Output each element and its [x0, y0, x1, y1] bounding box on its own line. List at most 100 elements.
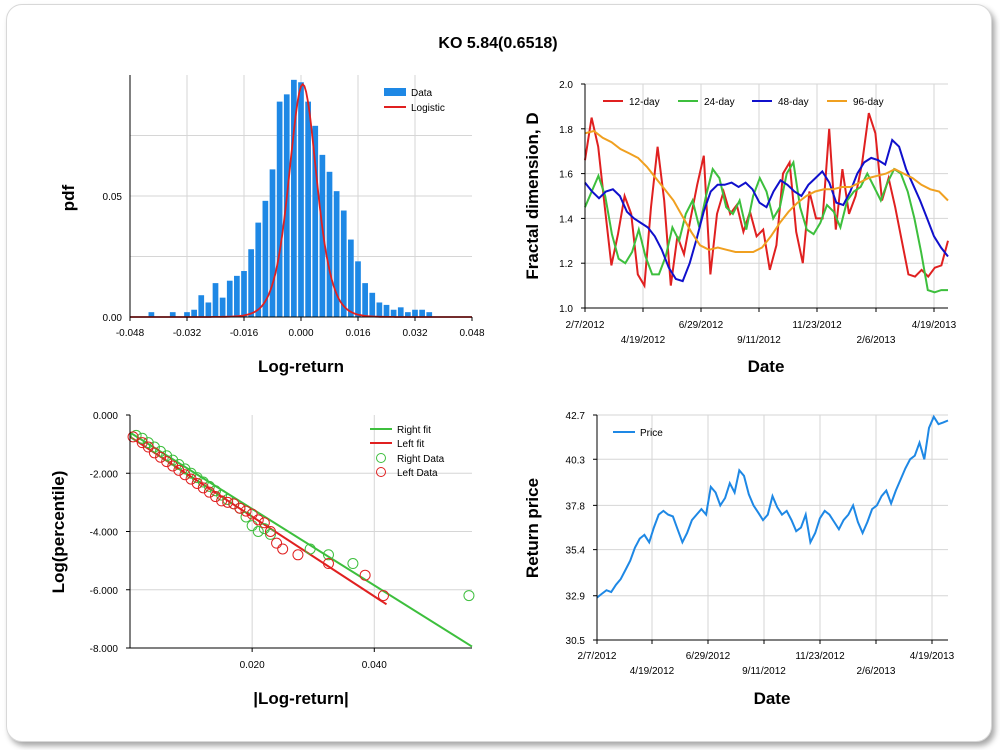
legend-swatch-data — [384, 88, 406, 96]
histogram-bar — [234, 275, 240, 317]
histogram-bar — [362, 283, 368, 317]
data-point — [228, 498, 240, 510]
x-axis-title: Log-return — [258, 357, 344, 376]
data-point — [179, 469, 191, 481]
legend-label: 96-day — [853, 97, 884, 108]
legend-swatch-Right Data — [376, 453, 386, 463]
y-tick-label: 1.2 — [559, 259, 573, 270]
x-tick-label: 0.016 — [345, 328, 370, 339]
data-point — [185, 473, 197, 485]
histogram-bar — [198, 295, 205, 317]
histogram-bar — [376, 302, 383, 317]
series-line-48-day — [584, 138, 949, 283]
y-axis-title: Log(percentile) — [49, 471, 68, 594]
data-point — [142, 441, 154, 453]
data-point — [142, 437, 154, 449]
histogram-bar — [219, 297, 226, 317]
series-line-24-day — [584, 159, 948, 294]
legend-label: Data — [411, 88, 433, 99]
chart-frame — [6, 4, 992, 742]
y-tick-label: 40.3 — [566, 455, 586, 466]
y-tick-label: 0.00 — [103, 313, 123, 324]
y-tick-label: 32.9 — [566, 592, 586, 603]
histogram-bar — [148, 312, 155, 317]
data-point — [240, 511, 252, 523]
histogram-bar — [419, 309, 425, 317]
data-point — [216, 495, 228, 507]
data-point — [173, 464, 185, 476]
histogram-bar — [191, 309, 197, 317]
data-point — [246, 520, 258, 532]
histogram-bar — [305, 101, 311, 318]
series-line-12-day — [584, 112, 949, 289]
data-point — [210, 485, 221, 497]
histogram-bar — [262, 200, 269, 317]
y-tick-label: 1.6 — [559, 170, 573, 181]
data-point — [203, 480, 215, 492]
histogram-bar — [426, 312, 433, 317]
x-tick-label: 2/6/2013 — [857, 335, 896, 346]
histogram-bar — [383, 304, 390, 317]
x-tick-label: 4/19/2012 — [621, 335, 666, 346]
data-point — [155, 445, 167, 457]
histogram-bar — [355, 261, 361, 317]
y-tick-label: -6.000 — [90, 586, 119, 597]
histogram-bar — [169, 312, 176, 317]
y-tick-label: 42.7 — [566, 411, 586, 422]
price-line — [596, 414, 949, 599]
y-tick-label: -2.000 — [90, 469, 119, 480]
y-axis-title: Return price — [523, 478, 542, 578]
fractal-dimension-panel: 1.0 1.2 1.4 1.6 1.8 2.0 2/7/2012 6/29/2012 11/23… — [523, 80, 957, 376]
histogram-bar — [241, 271, 247, 317]
x-tick-label: 4/19/2013 — [912, 320, 957, 331]
histogram-bar — [333, 191, 340, 317]
x-tick-label: 4/19/2013 — [910, 651, 955, 662]
histogram-bar — [397, 307, 404, 317]
legend-swatch-Left Data — [376, 467, 386, 477]
histogram-bar — [212, 283, 219, 317]
y-tick-label: 30.5 — [566, 636, 586, 647]
data-point — [246, 508, 258, 520]
x-tick-label: 11/23/2012 — [792, 320, 842, 331]
fit-line-Right fit — [129, 431, 473, 648]
data-point — [179, 463, 191, 475]
data-point — [136, 437, 148, 449]
data-point — [234, 502, 246, 514]
data-point — [191, 477, 203, 489]
histogram-panel: -0.048 -0.032 -0.016 0.000 0.016 0.032 0.048 0.… — [59, 75, 485, 376]
histogram-bar — [269, 169, 276, 317]
data-point — [148, 447, 160, 459]
data-point — [347, 558, 359, 570]
data-point — [359, 569, 371, 581]
data-point — [191, 472, 203, 484]
histogram-bar — [291, 79, 297, 317]
data-point — [222, 493, 234, 505]
data-point — [167, 454, 179, 466]
data-point — [210, 491, 221, 503]
data-point — [292, 549, 304, 561]
data-point — [271, 537, 283, 549]
data-point — [167, 460, 179, 472]
x-tick-label: -0.016 — [230, 328, 259, 339]
y-tick-label: 35.4 — [566, 546, 586, 557]
legend-label: 24-day — [704, 97, 735, 108]
x-tick-label: 0.000 — [288, 328, 313, 339]
x-axis-title: |Log-return| — [253, 689, 348, 708]
price-panel: 42.7 40.3 37.8 35.4 32.9 30.5 2/7/2012 6/29/201… — [523, 411, 955, 708]
histogram-bar — [390, 309, 397, 317]
histogram-bar — [312, 125, 319, 317]
y-tick-label: 0.05 — [103, 192, 123, 203]
data-point — [277, 543, 289, 555]
data-point — [252, 526, 264, 537]
data-point — [185, 467, 197, 479]
x-tick-label: 2/6/2013 — [857, 666, 896, 677]
histogram-bar — [405, 312, 411, 317]
x-tick-label: 2/7/2012 — [578, 651, 617, 662]
legend-label: Left fit — [397, 439, 424, 450]
legend-label: Price — [640, 428, 663, 439]
data-point — [136, 432, 148, 444]
legend-label: 12-day — [629, 97, 660, 108]
data-point — [258, 523, 270, 535]
data-point — [161, 450, 173, 462]
